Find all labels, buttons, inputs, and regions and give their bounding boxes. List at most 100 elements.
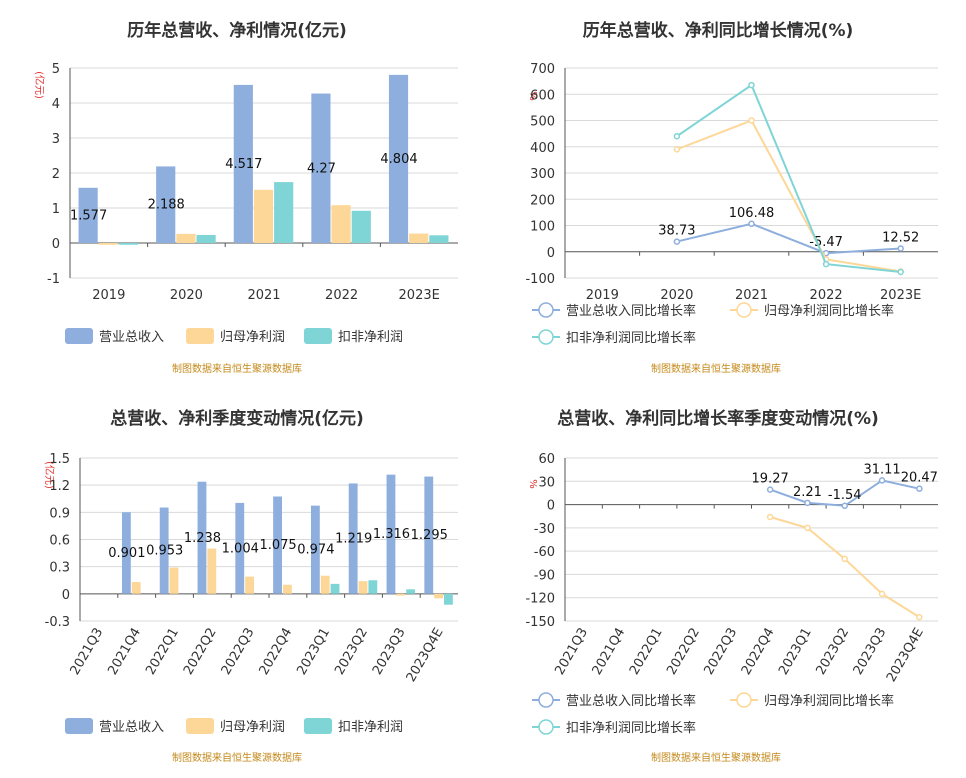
bar-net-profit[interactable] — [176, 233, 196, 243]
bar-revenue[interactable] — [156, 166, 176, 243]
bar-deducted-profit[interactable] — [118, 243, 139, 245]
bar-deducted-profit[interactable] — [368, 580, 378, 594]
y-tick-label: 4 — [52, 97, 60, 112]
y-tick-label: 1.2 — [49, 479, 70, 494]
data-point[interactable] — [673, 238, 681, 245]
data-label: 1.075 — [259, 538, 296, 553]
data-label: 1.004 — [222, 541, 259, 556]
legend-item-label[interactable]: 营业总收入同比增长率 — [566, 303, 696, 319]
data-point[interactable] — [916, 613, 923, 621]
bar-revenue[interactable] — [159, 507, 169, 594]
bar-net-profit[interactable] — [169, 567, 179, 594]
legend-swatch — [65, 328, 93, 344]
x-tick-label: 2019 — [92, 288, 125, 303]
bar-deducted-profit[interactable] — [330, 583, 340, 594]
x-tick-label: 2021Q4 — [105, 626, 144, 678]
data-point[interactable] — [804, 499, 811, 507]
x-tick-label: 2022Q4 — [739, 626, 778, 678]
bar-revenue[interactable] — [424, 476, 434, 594]
data-label: 19.27 — [752, 472, 789, 487]
legend-item-label[interactable]: 扣非净利润同比增长率 — [566, 720, 696, 736]
y-tick-label: -30 — [534, 522, 555, 537]
bar-revenue[interactable] — [348, 483, 358, 594]
bar-net-profit[interactable] — [131, 582, 141, 594]
legend-item-label[interactable]: 营业总收入同比增长率 — [566, 693, 696, 709]
bar-revenue[interactable] — [310, 505, 320, 594]
bar-deducted-profit[interactable] — [406, 589, 416, 594]
bar-net-profit[interactable] — [282, 584, 292, 594]
bar-revenue[interactable] — [121, 512, 131, 594]
bar-deducted-profit[interactable] — [351, 210, 371, 243]
bar-revenue[interactable] — [273, 496, 282, 594]
legend-item-label[interactable]: 营业总收入 — [99, 720, 164, 735]
data-point[interactable] — [897, 245, 904, 252]
chart-quarterly-growth: 总营收、净利同比增长率季度变动情况(%)% -150 -120 -90 -60 -30 0 3… — [525, 408, 938, 764]
data-point[interactable] — [822, 260, 830, 268]
legend-item-label[interactable]: 扣非净利润 — [338, 720, 403, 735]
legend-item-label[interactable]: 归母净利润 — [220, 330, 285, 345]
data-point[interactable] — [748, 117, 755, 124]
y-tick-label: 60 — [538, 452, 555, 467]
legend-item-label[interactable]: 归母净利润同比增长率 — [764, 693, 894, 709]
bar-net-profit[interactable] — [396, 593, 406, 596]
data-point[interactable] — [804, 524, 811, 532]
bar-net-profit[interactable] — [98, 243, 118, 245]
bar-net-profit[interactable] — [320, 575, 330, 594]
legend-item-label[interactable]: 归母净利润同比增长率 — [764, 303, 894, 319]
source-note: 制图数据来自恒生聚源数据库 — [651, 362, 781, 375]
bar-deducted-profit[interactable] — [444, 593, 453, 605]
bar-net-profit[interactable] — [253, 189, 274, 243]
legend-item-label[interactable]: 归母净利润 — [220, 720, 285, 735]
data-point[interactable] — [897, 268, 904, 276]
y-tick-label: 700 — [530, 62, 555, 77]
bar-revenue[interactable] — [197, 481, 207, 594]
legend-swatch — [304, 328, 332, 344]
legend-marker — [538, 329, 554, 345]
data-label: 0.901 — [108, 546, 145, 561]
legend-marker — [736, 692, 752, 708]
legend-item-label[interactable]: 扣非净利润 — [338, 330, 403, 345]
data-point[interactable] — [878, 477, 886, 484]
data-label: 4.804 — [380, 152, 417, 167]
bar-net-profit[interactable] — [434, 593, 444, 599]
series-line-net-profit-growth — [769, 516, 920, 618]
data-point[interactable] — [748, 220, 755, 228]
bar-net-profit[interactable] — [245, 576, 255, 594]
data-point[interactable] — [841, 502, 848, 510]
bar-revenue[interactable] — [235, 502, 245, 594]
data-point[interactable] — [878, 590, 886, 598]
bar-net-profit[interactable] — [358, 581, 368, 594]
bar-net-profit[interactable] — [409, 233, 429, 243]
chart-title: 历年总营收、净利情况(亿元) — [127, 20, 347, 41]
bar-net-profit[interactable] — [207, 548, 217, 594]
bar-deducted-profit[interactable] — [196, 234, 216, 243]
bar-deducted-profit[interactable] — [274, 182, 294, 243]
y-tick-label: 400 — [530, 141, 555, 156]
bar-deducted-profit[interactable] — [429, 235, 449, 243]
x-tick-label: 2022 — [810, 288, 843, 303]
y-tick-label: 0 — [547, 246, 555, 261]
data-point[interactable] — [916, 485, 923, 492]
data-point[interactable] — [841, 555, 848, 563]
legend-item-label[interactable]: 扣非净利润同比增长率 — [566, 330, 696, 346]
data-point[interactable] — [673, 133, 681, 140]
y-tick-label: -90 — [534, 568, 555, 583]
bar-revenue[interactable] — [233, 84, 253, 243]
data-label: 2.21 — [793, 485, 822, 500]
data-label: 1.238 — [184, 531, 221, 546]
bar-revenue[interactable] — [78, 187, 98, 243]
data-point[interactable] — [748, 81, 755, 89]
data-point[interactable] — [766, 486, 774, 493]
y-tick-label: 2 — [52, 167, 60, 182]
bar-net-profit[interactable] — [331, 205, 351, 243]
legend-item-label[interactable]: 营业总收入 — [99, 330, 164, 345]
data-point[interactable] — [766, 513, 774, 521]
y-axis-unit-label: % — [527, 479, 538, 489]
data-point[interactable] — [673, 146, 681, 153]
bar-revenue[interactable] — [388, 74, 409, 243]
y-tick-label: 300 — [530, 167, 555, 182]
chart-title: 总营收、净利季度变动情况(亿元) — [110, 408, 364, 429]
y-tick-label: -1 — [47, 272, 60, 287]
bar-revenue[interactable] — [386, 474, 396, 594]
bar-revenue[interactable] — [311, 93, 331, 243]
